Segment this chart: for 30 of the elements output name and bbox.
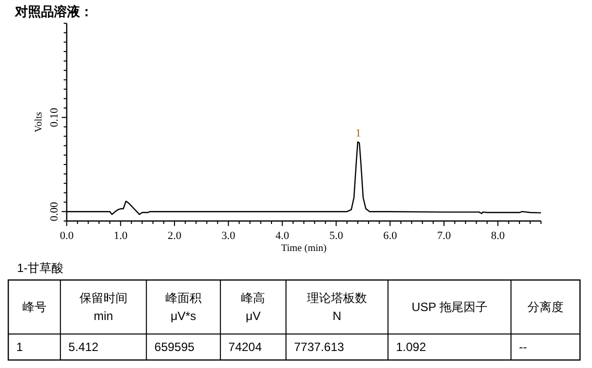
text: 1-甘草酸: [17, 261, 64, 275]
text: 理论塔板数 N: [307, 291, 367, 323]
y-tick-label: 0.00: [48, 201, 61, 222]
text: 5.412: [68, 340, 99, 354]
x-axis-title: Time (min): [281, 243, 327, 254]
text: 分离度: [528, 300, 564, 314]
x-tick-label: 4.0: [275, 230, 290, 242]
x-tick-label: 0.0: [60, 230, 74, 242]
text: 1.092: [396, 340, 426, 354]
text: 峰高 μV: [241, 291, 266, 323]
text: 峰号: [22, 300, 46, 314]
text: 74204: [228, 340, 262, 354]
text: 峰面积 μV*s: [165, 291, 202, 323]
x-tick-label: 2.0: [168, 230, 182, 242]
x-tick-label: 8.0: [491, 230, 506, 242]
x-tick-label: 5.0: [329, 230, 344, 242]
text: 保留时间 min: [79, 291, 128, 323]
text: 659595: [154, 340, 195, 354]
chart-title: 对照品溶液：: [14, 4, 93, 19]
text: 7737.613: [294, 340, 344, 354]
text: 1: [16, 340, 24, 354]
y-tick-label: 0.10: [48, 107, 61, 128]
x-tick-label: 6.0: [383, 230, 398, 242]
annotation: 1: [356, 128, 362, 140]
y-axis-title: Volts: [34, 112, 45, 132]
text: --: [519, 340, 527, 354]
text: USP 拖尾因子: [412, 300, 488, 314]
x-tick-label: 1.0: [114, 230, 128, 242]
x-tick-label: 3.0: [222, 230, 236, 242]
x-tick-label: 7.0: [437, 230, 452, 242]
